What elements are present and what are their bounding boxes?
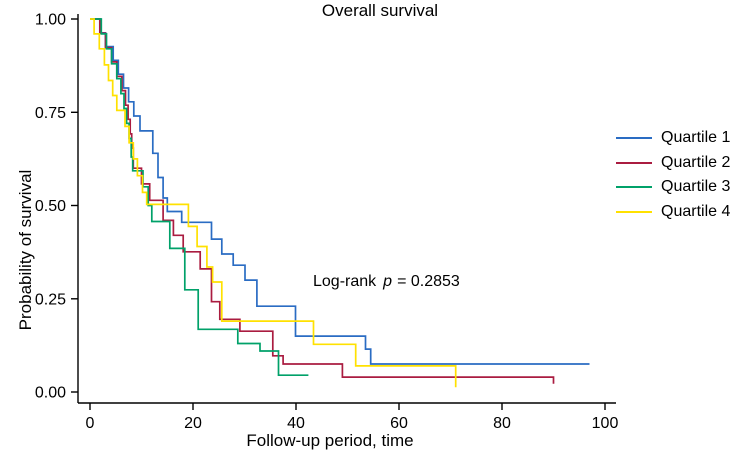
- legend-label: Quartile 2: [661, 153, 731, 171]
- y-tick-label: 0.00: [35, 385, 66, 402]
- log-rank-prefix: Log-rank: [313, 273, 377, 290]
- legend-label: Quartile 3: [661, 178, 731, 196]
- x-tick-label: 40: [287, 415, 305, 432]
- y-tick-label: 1.00: [35, 12, 66, 29]
- legend-label: Quartile 1: [661, 129, 731, 147]
- quartile-1-line-swatch: [616, 137, 652, 140]
- x-tick-label: 80: [493, 415, 511, 432]
- quartile-3-line-swatch: [616, 186, 652, 189]
- y-tick-label: 0.25: [35, 291, 66, 308]
- legend-item-quartile-4: Quartile 4: [616, 200, 730, 225]
- x-tick-label: 20: [184, 415, 202, 432]
- survival-curve-quartile-3: [90, 18, 309, 377]
- log-rank-annotation: Log-rank p = 0.2853: [313, 273, 460, 291]
- legend-item-quartile-2: Quartile 2: [616, 151, 730, 176]
- p-value: = 0.2853: [397, 273, 460, 290]
- quartile-4-line-swatch: [616, 210, 652, 213]
- survival-curve-quartile-4: [90, 18, 457, 388]
- legend-item-quartile-1: Quartile 1: [616, 126, 730, 151]
- x-tick-label: 100: [592, 415, 619, 432]
- legend: Quartile 1 Quartile 2 Quartile 3 Quartil…: [616, 126, 730, 224]
- x-tick-label: 60: [390, 415, 408, 432]
- chart-title: Overall survival: [321, 1, 439, 20]
- survival-curve-quartile-2: [90, 18, 555, 384]
- survival-curve-quartile-1: [90, 18, 590, 365]
- x-tick-label: 0: [86, 415, 95, 432]
- legend-label: Quartile 4: [661, 202, 731, 220]
- quartile-2-line-swatch: [616, 161, 652, 164]
- y-axis-label: Probability of survival: [16, 169, 35, 331]
- legend-item-quartile-3: Quartile 3: [616, 175, 730, 200]
- y-tick-label: 0.75: [35, 105, 66, 122]
- x-axis-label: Follow-up period, time: [246, 431, 414, 450]
- p-symbol: p: [383, 273, 393, 290]
- y-tick-label: 0.50: [35, 198, 66, 215]
